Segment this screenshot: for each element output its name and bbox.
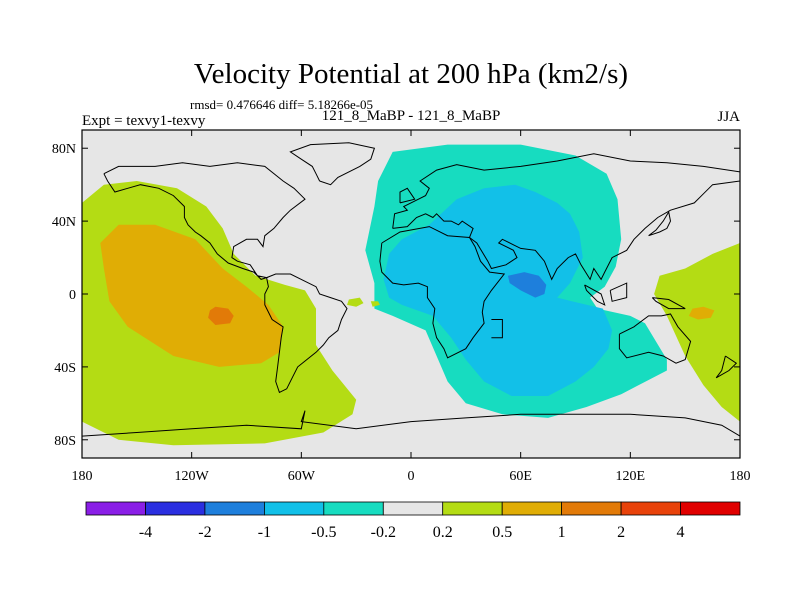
colorbar-label: -0.5 xyxy=(311,524,336,541)
coastline-indonesia-b xyxy=(609,282,628,302)
coastline-greenland xyxy=(289,142,376,186)
coastline-new-guinea xyxy=(651,297,686,310)
y-tick-label: 80N xyxy=(52,142,76,157)
colorbar-swatch xyxy=(501,501,563,516)
coastline-madagascar xyxy=(491,319,503,339)
case-label: 121_8_MaBP - 121_8_MaBP xyxy=(322,108,501,124)
colorbar-swatch xyxy=(561,501,622,516)
map-panel: 180 120W 60W 0 60E 120E 180 80N 40N 0 40S 80S xyxy=(52,129,751,484)
colorbar-label: -1 xyxy=(258,524,271,541)
colorbar-swatch xyxy=(323,501,384,516)
coastline-indonesia-a xyxy=(584,284,606,306)
colorbar-swatch xyxy=(204,501,265,516)
x-tick-label: 60W xyxy=(288,469,316,484)
coastline-japan xyxy=(648,210,672,237)
season-label: JJA xyxy=(717,109,740,125)
colorbar-swatch xyxy=(145,501,206,516)
colorbar-swatch xyxy=(263,501,325,516)
colorbar-label: -2 xyxy=(198,524,211,541)
colorbar-label: -0.2 xyxy=(371,524,396,541)
experiment-label: Expt = texvy1-texvy xyxy=(82,113,206,129)
x-tick-label: 60E xyxy=(509,469,532,484)
contour-pacific-core xyxy=(100,224,284,367)
stats-label: rmsd= 0.476646 diff= 5.18266e-05 xyxy=(190,97,373,112)
x-tick-label: 180 xyxy=(730,469,751,484)
x-tick-label: 120E xyxy=(616,469,646,484)
contour-pacific-max xyxy=(208,306,234,325)
colorbar-swatch xyxy=(620,501,681,516)
colorbar: -4 -2 -1 -0.5 -0.2 0.2 0.5 1 2 4 xyxy=(85,501,741,541)
coastline-north-america xyxy=(103,162,306,280)
contour-small-green-b xyxy=(370,301,380,307)
contour-west-pacific-max xyxy=(688,306,715,320)
coastline-australia xyxy=(618,313,692,364)
coastline-new-zealand xyxy=(715,355,738,379)
x-tick-label: 120W xyxy=(175,469,210,484)
colorbar-label: 0.2 xyxy=(433,524,453,541)
colorbar-label: 2 xyxy=(617,524,625,541)
colorbar-label: -4 xyxy=(139,524,152,541)
x-tick-label: 180 xyxy=(72,469,93,484)
contour-fills xyxy=(82,144,740,446)
y-tick-label: 40N xyxy=(52,215,76,230)
coastline-antarctica xyxy=(82,410,740,437)
coastline-south-america xyxy=(264,273,348,394)
y-tick-label: 80S xyxy=(54,434,76,449)
colorbar-label: 0.5 xyxy=(492,524,512,541)
contour-small-green-a xyxy=(347,297,364,307)
contour-eastern-core xyxy=(383,184,613,396)
x-tick-label: 0 xyxy=(408,469,415,484)
chart-title: Velocity Potential at 200 hPa (km2/s) xyxy=(194,58,628,90)
y-tick-label: 40S xyxy=(54,361,76,376)
coastline-eurasia xyxy=(392,153,740,281)
y-tick-label: 0 xyxy=(69,288,76,303)
contour-eastern-min xyxy=(507,272,547,298)
colorbar-label: 4 xyxy=(677,524,685,541)
coastline-africa xyxy=(379,226,506,359)
colorbar-swatch xyxy=(382,501,444,516)
colorbar-swatch xyxy=(680,501,741,516)
x-axis: 180 120W 60W 0 60E 120E 180 xyxy=(72,130,751,484)
y-axis: 80N 40N 0 40S 80S xyxy=(52,142,740,449)
colorbar-swatch xyxy=(85,501,146,516)
colorbar-label: 1 xyxy=(558,524,566,541)
coastlines xyxy=(82,142,740,437)
colorbar-swatch xyxy=(442,501,503,516)
coastline-british-isles xyxy=(399,187,416,204)
